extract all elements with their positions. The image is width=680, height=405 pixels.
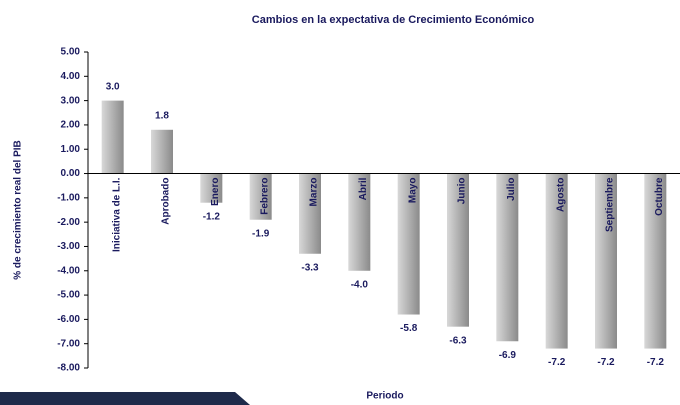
bar: [348, 173, 371, 271]
value-label: -1.9: [252, 228, 270, 239]
x-tick-label: Septiembre: [605, 177, 616, 232]
bar: [299, 173, 321, 254]
y-tick-label: 3.00: [61, 95, 81, 106]
y-tick-label: -6.00: [57, 314, 80, 325]
y-tick-label: -2.00: [57, 217, 80, 228]
value-label: -3.3: [301, 262, 319, 273]
y-tick-label: -8.00: [57, 363, 80, 374]
x-tick-label: Julio: [506, 178, 517, 201]
value-label: -7.2: [647, 357, 665, 368]
y-tick-label: 5.00: [61, 47, 81, 58]
x-tick-label: Junio: [457, 178, 468, 205]
bar: [496, 173, 519, 342]
y-tick-label: -5.00: [57, 290, 80, 301]
value-label: 1.8: [155, 110, 169, 121]
x-tick-label: Aprobado: [161, 178, 172, 225]
value-label: -6.9: [499, 350, 517, 361]
y-tick-label: 1.00: [61, 144, 81, 155]
x-tick-label: Enero: [210, 178, 221, 206]
y-tick-label: 0.00: [61, 168, 81, 179]
value-label: 3.0: [106, 81, 120, 92]
bar: [545, 173, 568, 349]
bar: [249, 173, 272, 220]
x-tick-label: Octubre: [654, 177, 665, 216]
y-tick-label: -4.00: [57, 265, 80, 276]
x-tick-label: Agosto: [555, 178, 566, 212]
y-tick-label: -7.00: [57, 338, 80, 349]
bar: [200, 173, 223, 203]
x-tick-label: Iniciativa de L.I.: [111, 177, 122, 252]
chart-title: Cambios en la expectativa de Crecimiento…: [252, 14, 535, 26]
value-label: -7.2: [597, 357, 615, 368]
x-axis-label: Periodo: [366, 391, 403, 402]
value-label: -5.8: [400, 323, 418, 334]
bar: [151, 129, 173, 174]
y-tick-label: -1.00: [57, 192, 80, 203]
y-axis-label: % de crecimiento real del PIB: [13, 140, 24, 280]
value-label: -6.3: [449, 335, 467, 346]
y-tick-label: 4.00: [61, 71, 81, 82]
bar: [644, 173, 667, 349]
x-tick-label: Abril: [358, 177, 369, 200]
x-tick-label: Mayo: [407, 178, 418, 204]
x-tick-label: Marzo: [309, 178, 320, 207]
value-label: -7.2: [548, 357, 566, 368]
bar: [101, 100, 124, 174]
x-tick-label: Febrero: [259, 178, 270, 215]
value-label: -1.2: [203, 211, 221, 222]
y-tick-label: 2.00: [61, 120, 81, 131]
footer-band: [0, 392, 250, 405]
bar: [447, 173, 469, 327]
bar: [397, 173, 420, 315]
value-label: -4.0: [351, 279, 369, 290]
y-tick-label: -3.00: [57, 241, 80, 252]
bar: [595, 173, 617, 349]
